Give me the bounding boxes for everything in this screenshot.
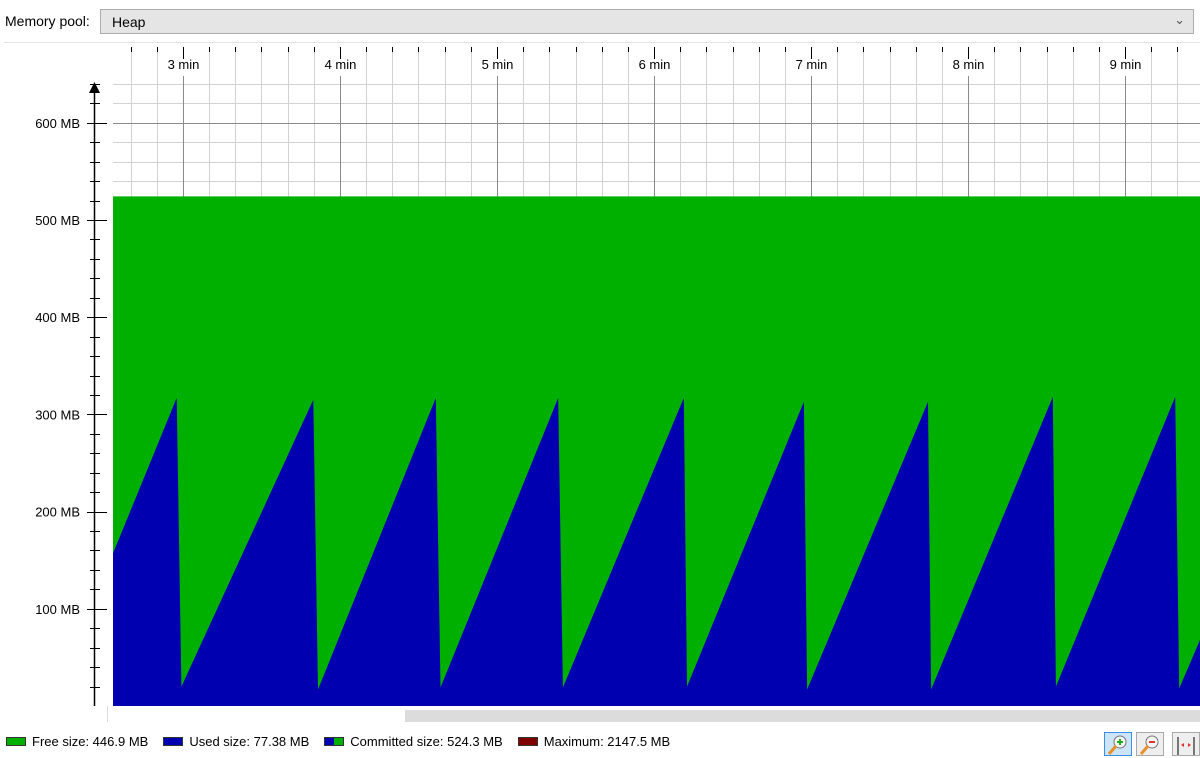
legend-label: Free size: 446.9 MB — [32, 734, 149, 749]
y-tick-label: 300 MB — [35, 407, 80, 422]
fit-width-icon — [1177, 737, 1195, 755]
memory-pool-value: Heap — [112, 14, 146, 30]
x-tick-label: 4 min — [325, 57, 357, 72]
x-tick-label: 5 min — [482, 57, 514, 72]
legend-maximum: Maximum: 2147.5 MB — [517, 734, 671, 749]
legend-label: Committed size: 524.3 MB — [350, 734, 503, 749]
x-tick-label: 3 min — [168, 57, 200, 72]
legend-used: Used size: 77.38 MB — [163, 734, 309, 749]
horizontal-scrollbar[interactable] — [405, 710, 1200, 722]
legend-free: Free size: 446.9 MB — [6, 734, 148, 749]
legend-committed: Committed size: 524.3 MB — [324, 734, 503, 749]
y-tick-label: 500 MB — [35, 213, 80, 228]
memory-pool-dropdown[interactable]: Heap ⌄ — [100, 9, 1194, 34]
zoom-out-button[interactable] — [1136, 732, 1164, 756]
used-size-area — [113, 396, 1200, 706]
legend-swatch-used — [163, 737, 184, 746]
memory-pool-label: Memory pool: — [5, 13, 90, 29]
legend-label: Used size: 77.38 MB — [189, 734, 310, 749]
zoom-in-icon — [1107, 735, 1127, 755]
y-axis-arrow-icon — [89, 82, 100, 93]
legend-swatch-free — [6, 737, 26, 746]
legend-swatch-maximum — [517, 737, 538, 746]
zoom-out-icon — [1139, 735, 1159, 755]
x-tick-label: 9 min — [1110, 57, 1142, 72]
x-tick-label: 6 min — [639, 57, 671, 72]
legend-label: Maximum: 2147.5 MB — [543, 734, 671, 749]
y-tick-label: 600 MB — [35, 116, 80, 131]
chevron-down-icon: ⌄ — [1174, 12, 1185, 27]
y-tick-label: 200 MB — [35, 505, 80, 520]
legend: Free size: 446.9 MB Used size: 77.38 MB … — [6, 734, 685, 749]
y-tick-label: 100 MB — [35, 602, 80, 617]
legend-swatch-committed — [324, 737, 345, 746]
fit-button[interactable] — [1172, 732, 1200, 756]
y-tick-label: 400 MB — [35, 310, 80, 325]
x-tick-label: 8 min — [953, 57, 985, 72]
toolbar: Memory pool: Heap ⌄ — [0, 0, 1200, 42]
x-tick-label: 7 min — [796, 57, 828, 72]
zoom-in-button[interactable] — [1104, 732, 1132, 756]
divider — [4, 42, 1200, 43]
